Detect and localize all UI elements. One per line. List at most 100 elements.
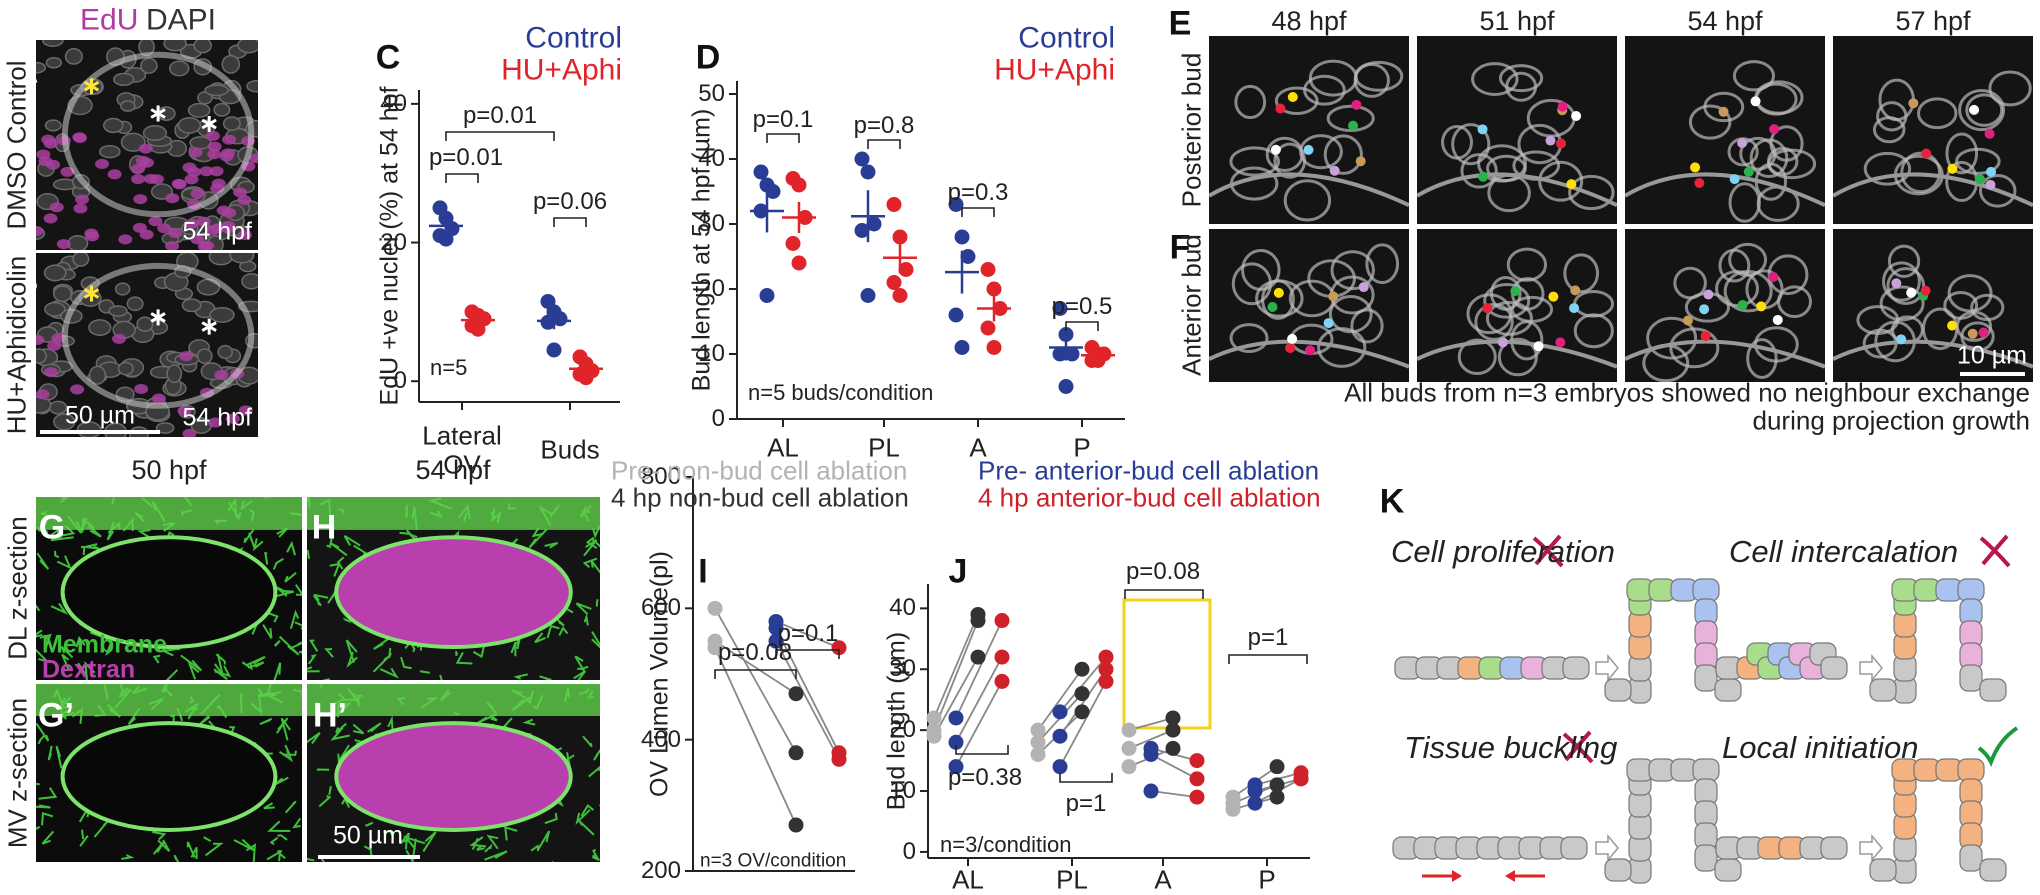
stain-label: EdU: [80, 3, 139, 37]
edu-nucleus: [225, 413, 240, 424]
data-point: [765, 184, 781, 199]
nucleus: [142, 125, 168, 142]
data-point: [948, 759, 964, 775]
pair-line: [933, 656, 979, 737]
edu-nucleus: [56, 239, 71, 250]
tissue-line: [1833, 339, 2033, 369]
x-tick-label: Lateral OV: [422, 420, 502, 479]
rejected-mark: [1534, 534, 1562, 566]
membrane: [539, 675, 553, 680]
nucleus: [72, 253, 90, 267]
data-point: [540, 314, 556, 330]
data-point: [1165, 722, 1181, 738]
micrograph: [307, 684, 600, 862]
data-point: [1121, 722, 1137, 738]
data-point: [1074, 661, 1090, 677]
membrane: [77, 662, 89, 678]
y-axis-label: EdU +ve nuclei (%) at 54 hpf: [375, 86, 404, 406]
membrane: [294, 584, 302, 596]
p-value: p=0.01: [428, 143, 504, 171]
nucleus: [177, 117, 202, 134]
edu-nucleus: [148, 216, 163, 227]
tracked-cell: [1328, 291, 1339, 302]
time-label: 54 hpf: [182, 217, 252, 246]
membrane: [343, 617, 352, 623]
membrane: [85, 545, 100, 550]
y-tick-label: 30: [889, 655, 916, 683]
nucleus: [67, 234, 89, 250]
data-point: [1090, 353, 1106, 368]
membrane: [405, 838, 417, 862]
data-point: [1269, 789, 1285, 805]
tracked-cell: [1533, 341, 1544, 352]
row-label: Posterior bud: [1176, 52, 1207, 208]
tissue-line: [1209, 339, 1409, 369]
membrane: [307, 654, 317, 665]
cell: [1694, 664, 1718, 692]
asterisk: [83, 80, 100, 92]
cell: [1604, 678, 1632, 702]
tissue-line: [1625, 172, 1825, 208]
cell: [1979, 858, 2007, 882]
membrane: [278, 851, 286, 862]
data-point: [1064, 346, 1080, 362]
significance-bracket: [445, 131, 555, 141]
row-label: HU+Aphidicolin: [1, 255, 32, 435]
cell: [1714, 858, 1742, 882]
nucleus: [196, 348, 213, 365]
tracked-cell: [1323, 318, 1334, 329]
data-point: [886, 275, 902, 290]
tracked-cell: [1478, 171, 1489, 182]
nucleus: [114, 282, 131, 296]
nucleus: [217, 344, 233, 360]
data-point: [546, 342, 562, 358]
time-label: 51 hpf: [1479, 6, 1555, 37]
edu-nucleus: [233, 187, 248, 198]
legend-entry: Pre- anterior-bud cell ablation: [978, 455, 1320, 486]
cell-outline: [1234, 84, 1267, 120]
edu-nucleus: [157, 223, 172, 234]
x-tick-label: PL: [1056, 864, 1088, 895]
tracked-cell: [1768, 271, 1779, 282]
edu-nucleus: [249, 153, 258, 164]
edu-nucleus: [205, 225, 220, 236]
significance-bracket: [775, 649, 840, 659]
membrane: [476, 845, 485, 851]
scale-label: 10 µm: [1957, 341, 2027, 370]
membrane: [84, 660, 96, 680]
cell-outline: [1483, 283, 1531, 319]
nucleus: [108, 305, 128, 317]
data-point: [948, 734, 964, 750]
nucleus: [241, 272, 258, 290]
dextran-top: [36, 497, 302, 530]
membrane: [241, 661, 253, 671]
micrograph: [1625, 36, 1825, 224]
edu-nucleus: [130, 164, 145, 175]
cell: [1959, 844, 1983, 872]
micrograph: [36, 253, 258, 437]
tracked-cell: [1285, 343, 1296, 354]
y-tick-label: 30: [698, 209, 725, 237]
cell-outline: [1728, 242, 1768, 277]
membrane: [379, 667, 399, 679]
membrane: [275, 717, 289, 734]
pair-line: [1037, 668, 1083, 731]
data-point: [753, 164, 769, 180]
pair-line: [714, 640, 797, 695]
cell: [1560, 836, 1588, 860]
cell: [1714, 678, 1742, 702]
p-value: p=1: [1247, 623, 1289, 651]
cell-outline: [1646, 316, 1698, 360]
cell-outline: [1265, 136, 1304, 172]
data-point: [1030, 734, 1046, 750]
panel-letter: G: [38, 508, 66, 547]
tracked-cell: [1969, 104, 1980, 115]
asterisk: [83, 288, 100, 299]
epithelium: [61, 262, 255, 409]
cell-outline: [1746, 338, 1778, 379]
membrane: [372, 655, 390, 673]
pair-line: [1150, 790, 1198, 799]
edu-nucleus: [197, 241, 212, 250]
data-point: [1225, 801, 1241, 817]
cell-outline: [1497, 337, 1538, 377]
